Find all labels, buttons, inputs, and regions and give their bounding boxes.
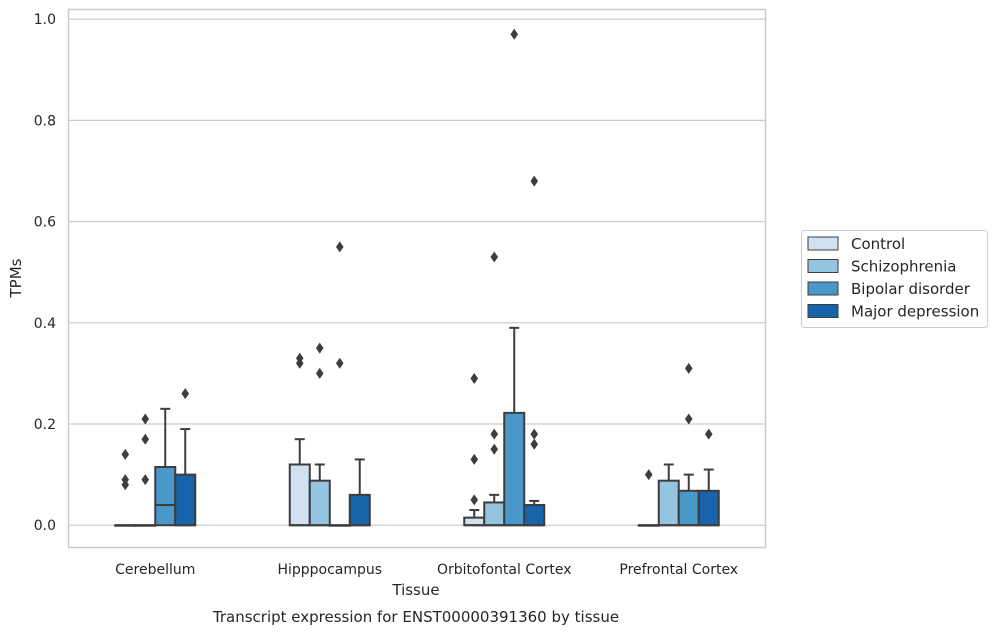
box-control — [288, 352, 311, 527]
y-tick-label: 0.2 — [34, 417, 56, 433]
box-body — [483, 501, 506, 527]
legend-swatch — [807, 304, 839, 318]
x-tick-label: Prefrontal Cortex — [619, 562, 738, 578]
chart-caption: Transcript expression for ENST0000039136… — [212, 608, 619, 626]
x-tick-label: Orbitofontal Cortex — [437, 562, 572, 578]
box-body — [503, 411, 526, 527]
box-body — [697, 489, 720, 527]
box-schizophrenia — [134, 413, 157, 527]
outlier-point — [315, 367, 324, 379]
box-bipolar-disorder — [677, 362, 700, 527]
outlier-point — [335, 357, 344, 369]
legend: Control Schizophrenia Bipolar disorder Majo… — [801, 230, 988, 328]
x-axis-ticks: Cerebellum Hipppocampus Orbitofontal Corte… — [115, 562, 738, 578]
box-body — [677, 489, 700, 527]
outlier-point — [530, 428, 539, 440]
box-bipolar-disorder — [328, 241, 351, 527]
box-control — [114, 448, 137, 527]
box-control — [463, 372, 486, 527]
legend-swatch — [807, 259, 839, 273]
x-tick-label: Hipppocampus — [277, 562, 382, 578]
outlier-point — [470, 494, 479, 506]
outlier-point — [470, 453, 479, 465]
y-tick-label: 0.4 — [34, 316, 56, 332]
x-axis-label: Tissue — [391, 581, 439, 599]
box-body — [523, 503, 546, 527]
legend-label: Bipolar disorder — [851, 280, 971, 298]
outlier-point — [121, 448, 130, 460]
box-control — [637, 469, 660, 527]
gridlines — [68, 18, 766, 526]
box-schizophrenia — [483, 251, 506, 527]
legend-label: Control — [851, 235, 905, 253]
box-major-depression — [697, 428, 720, 527]
box-bipolar-disorder — [154, 407, 177, 527]
outlier-point — [335, 241, 344, 253]
outlier-point — [490, 428, 499, 440]
outlier-point — [470, 372, 479, 384]
y-axis-ticks: 0.0 0.2 0.4 0.6 0.8 1.0 — [34, 12, 56, 534]
y-tick-label: 0.8 — [34, 113, 56, 129]
outlier-point — [510, 28, 519, 40]
legend-swatch — [807, 281, 839, 296]
box-major-depression — [348, 458, 371, 527]
outlier-point — [315, 342, 324, 354]
box-body — [348, 493, 371, 527]
outlier-point — [181, 388, 190, 400]
outlier-point — [141, 474, 150, 486]
box-body — [174, 473, 197, 527]
box-body — [288, 463, 311, 527]
outlier-point — [490, 443, 499, 455]
outlier-point — [490, 251, 499, 263]
box-major-depression — [523, 175, 546, 527]
box-major-depression — [174, 388, 197, 527]
y-tick-label: 0.6 — [34, 215, 56, 231]
outlier-point — [704, 428, 713, 440]
legend-swatch — [807, 236, 839, 251]
legend-frame — [801, 230, 988, 328]
box-body — [463, 516, 486, 527]
outlier-point — [684, 362, 693, 374]
box-bipolar-disorder — [503, 28, 526, 527]
legend-label: Major depression — [851, 303, 979, 321]
outlier-point — [644, 469, 653, 481]
outlier-point — [530, 438, 539, 450]
outlier-point — [295, 357, 304, 369]
legend-label: Schizophrenia — [851, 258, 956, 276]
y-tick-label: 0.0 — [34, 518, 56, 534]
box-schizophrenia — [308, 342, 331, 527]
plot-frame — [67, 8, 767, 549]
plot-area — [114, 28, 720, 527]
outlier-point — [141, 433, 150, 445]
box-body — [657, 479, 680, 527]
box-schizophrenia — [657, 463, 680, 527]
outlier-point — [684, 413, 693, 425]
outlier-point — [530, 175, 539, 187]
outlier-point — [121, 479, 130, 491]
y-tick-label: 1.0 — [34, 12, 56, 28]
box-body — [308, 479, 331, 527]
y-axis-label: TPMs — [7, 258, 25, 298]
x-tick-label: Cerebellum — [115, 562, 195, 578]
outlier-point — [141, 413, 150, 425]
box-body — [154, 466, 177, 527]
